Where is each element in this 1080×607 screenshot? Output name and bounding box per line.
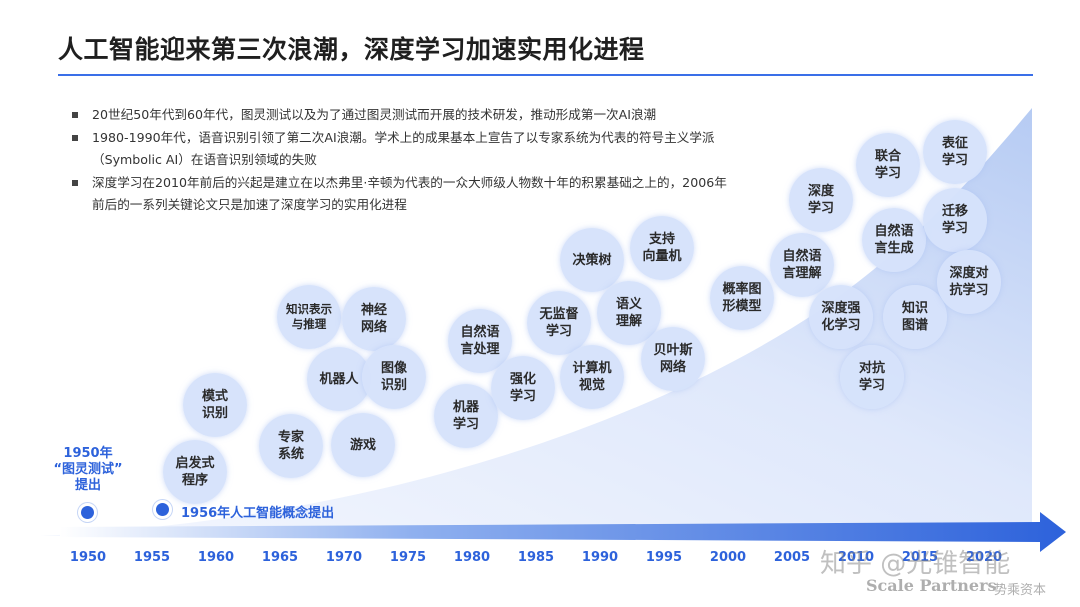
- year-label: 1975: [389, 550, 427, 565]
- watermark-logo-cn: 势乘资本: [994, 583, 1047, 598]
- year-label: 2020: [965, 550, 1003, 565]
- bullet-list: 20世纪50年代到60年代，图灵测试以及为了通过图灵测试而开展的技术研发，推动形…: [70, 104, 730, 217]
- bubble-transfer-learning: 迁移 学习: [923, 188, 987, 252]
- square-bullet-icon: [72, 134, 78, 141]
- bubble-deep-adversarial-learning: 深度对 抗学习: [937, 250, 1001, 314]
- year-label: 1995: [645, 550, 683, 565]
- bullet-text: 1980-1990年代，语音识别引领了第二次AI浪潮。学术上的成果基本上宣告了以…: [92, 129, 715, 168]
- bubble-pattern-recognition: 模式 识别: [183, 373, 247, 437]
- bubble-semantic-understanding: 语义 理解: [597, 281, 661, 345]
- year-label: 1990: [581, 550, 619, 565]
- watermark-logo-text: Scale Partners: [866, 576, 997, 595]
- bullet-text: 20世纪50年代到60年代，图灵测试以及为了通过图灵测试而开展的技术研发，推动形…: [92, 107, 657, 122]
- year-label: 1985: [517, 550, 555, 565]
- year-label: 2010: [837, 550, 875, 565]
- milestone-1956-label: 1956年人工智能概念提出: [181, 506, 335, 521]
- year-label: 1955: [133, 550, 171, 565]
- bubble-nlp: 自然语 言处理: [448, 309, 512, 373]
- bubble-adversarial-learning: 对抗 学习: [840, 345, 904, 409]
- year-label: 1965: [261, 550, 299, 565]
- bullet-item: 20世纪50年代到60年代，图灵测试以及为了通过图灵测试而开展的技术研发，推动形…: [70, 104, 730, 127]
- square-bullet-icon: [72, 112, 78, 118]
- milestone-1956-dot: [156, 503, 169, 516]
- square-bullet-icon: [72, 179, 78, 186]
- bubble-nlg: 自然语 言生成: [862, 208, 926, 272]
- bubble-machine-learning: 机器 学习: [434, 384, 498, 448]
- bubble-knowledge-graph: 知识 图谱: [883, 285, 947, 349]
- bubble-svm: 支持 向量机: [630, 216, 694, 280]
- bubble-neural-network: 神经 网络: [342, 287, 406, 351]
- bubble-knowledge-representation: 知识表示 与推理: [277, 285, 341, 349]
- bullet-item: 1980-1990年代，语音识别引领了第二次AI浪潮。学术上的成果基本上宣告了以…: [70, 127, 730, 172]
- bubble-unsupervised-learning: 无监督 学习: [527, 291, 591, 355]
- bubble-decision-tree: 决策树: [560, 228, 624, 292]
- bubble-image-recognition: 图像 识别: [362, 345, 426, 409]
- bullet-text: 深度学习在2010年前后的兴起是建立在以杰弗里·辛顿为代表的一众大师级人物数十年…: [92, 174, 727, 213]
- milestone-1950-dot: [81, 506, 94, 519]
- title-underline: [58, 74, 1033, 76]
- page-title: 人工智能迎来第三次浪潮，深度学习加速实用化进程: [58, 35, 645, 64]
- bubble-reinforcement-learning: 强化 学习: [491, 356, 555, 420]
- bubble-robot: 机器人: [307, 347, 371, 411]
- year-label: 1980: [453, 550, 491, 565]
- bubble-expert-system: 专家 系统: [259, 414, 323, 478]
- timeline-arrow: [60, 512, 1066, 552]
- bubble-bayesian-network: 贝叶斯 网络: [641, 327, 705, 391]
- year-label: 1950: [69, 550, 107, 565]
- milestone-1950-label: 1950年 “图灵测试” 提出: [53, 446, 123, 493]
- year-label: 2005: [773, 550, 811, 565]
- watermark-zhihu: 知乎 @光锥智能: [820, 549, 1011, 579]
- bubble-heuristic-program: 启发式 程序: [163, 440, 227, 504]
- bubble-federated-learning: 联合 学习: [856, 133, 920, 197]
- year-label: 1960: [197, 550, 235, 565]
- bubble-game: 游戏: [331, 413, 395, 477]
- year-label: 1970: [325, 550, 363, 565]
- bubble-representation-learning: 表征 学习: [923, 120, 987, 184]
- bubble-deep-learning: 深度 学习: [789, 168, 853, 232]
- bubble-nlu: 自然语 言理解: [770, 233, 834, 297]
- bubble-deep-reinforcement-learning: 深度强 化学习: [809, 285, 873, 349]
- bubble-probabilistic-graphical-model: 概率图 形模型: [710, 266, 774, 330]
- wave-area: [40, 108, 1032, 536]
- year-label: 2015: [901, 550, 939, 565]
- bullet-item: 深度学习在2010年前后的兴起是建立在以杰弗里·辛顿为代表的一众大师级人物数十年…: [70, 172, 730, 217]
- bubble-computer-vision: 计算机 视觉: [560, 345, 624, 409]
- year-label: 2000: [709, 550, 747, 565]
